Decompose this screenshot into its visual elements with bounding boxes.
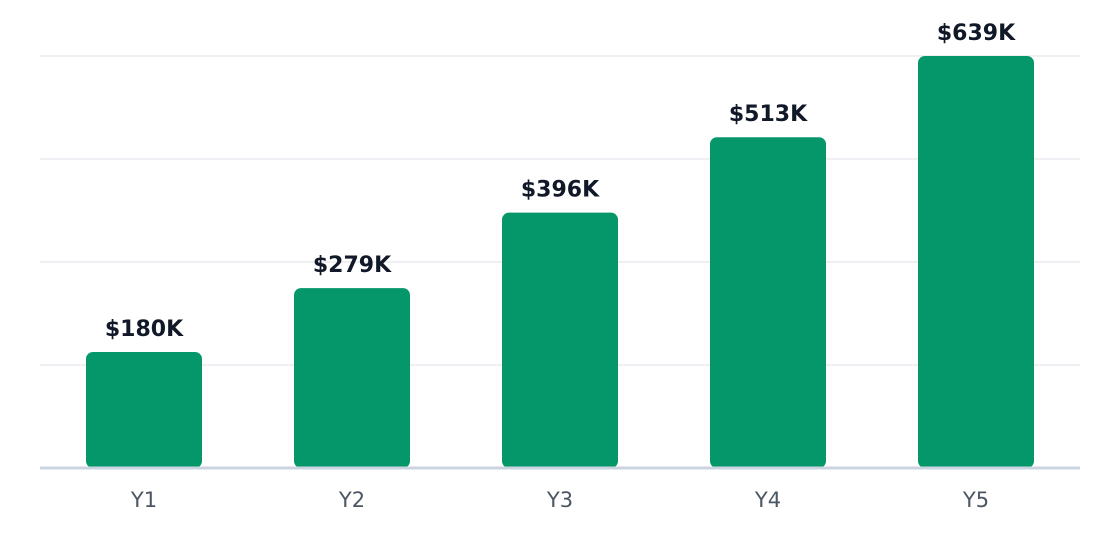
x-tick-label: Y4 [754, 488, 781, 512]
x-tick-label: Y5 [962, 488, 989, 512]
bar [502, 212, 618, 468]
bar [918, 56, 1034, 468]
value-label: $180K [105, 317, 184, 342]
bar [86, 351, 202, 468]
x-tick-label: Y3 [546, 488, 573, 512]
value-label: $279K [313, 253, 392, 278]
x-tick-label: Y2 [338, 488, 365, 512]
value-label: $396K [521, 178, 600, 203]
value-label: $513K [729, 102, 808, 127]
x-tick-label: Y1 [130, 488, 157, 512]
value-label: $639K [937, 21, 1016, 46]
bar [294, 288, 410, 468]
bar [710, 137, 826, 468]
